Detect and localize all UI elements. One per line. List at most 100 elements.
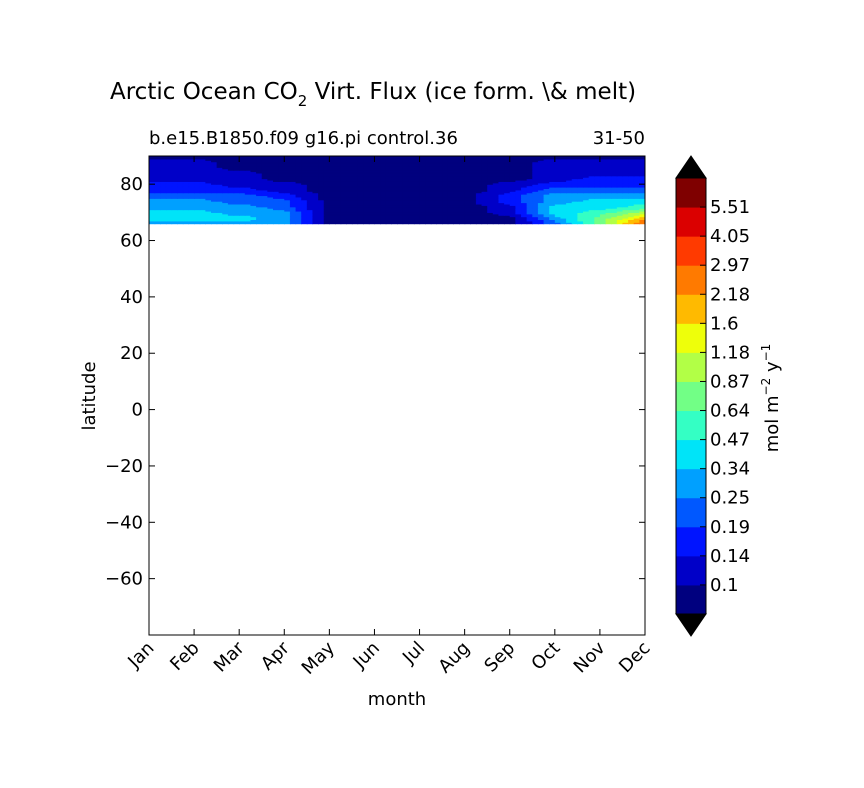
- heatmap-cell: [560, 188, 567, 191]
- heatmap-cell: [526, 177, 533, 180]
- heatmap-cell: [588, 168, 595, 171]
- heatmap-cell: [256, 186, 263, 189]
- heatmap-cell: [594, 199, 601, 202]
- heatmap-cell: [447, 209, 454, 212]
- heatmap-cell: [182, 191, 190, 194]
- heatmap-cell: [470, 177, 477, 180]
- heatmap-cell: [374, 206, 381, 209]
- heatmap-cell: [385, 201, 392, 204]
- heatmap-cell: [188, 171, 195, 174]
- heatmap-cell: [149, 191, 156, 194]
- heatmap-cell: [447, 219, 454, 222]
- heatmap-cell: [628, 209, 635, 212]
- heatmap-cell: [250, 209, 257, 212]
- heatmap-cell: [571, 172, 578, 175]
- heatmap-cell: [605, 220, 612, 223]
- heatmap-cell: [628, 172, 635, 175]
- heatmap-cell: [447, 216, 454, 219]
- heatmap-cell: [481, 206, 488, 209]
- heatmap-cell: [492, 184, 500, 187]
- heatmap-cell: [182, 175, 190, 178]
- heatmap-cell: [346, 184, 353, 187]
- heatmap-cell: [335, 170, 342, 173]
- heatmap-cell: [380, 208, 387, 211]
- heatmap-cell: [436, 222, 443, 225]
- heatmap-cell: [188, 170, 195, 173]
- heatmap-cell: [205, 175, 212, 178]
- heatmap-cell: [492, 157, 500, 160]
- heatmap-cell: [453, 210, 460, 213]
- heatmap-cell: [583, 198, 590, 201]
- heatmap-cell: [402, 175, 409, 178]
- heatmap-cell: [329, 157, 336, 160]
- heatmap-cell: [194, 196, 201, 199]
- heatmap-cell: [301, 189, 308, 192]
- heatmap-cell: [335, 161, 342, 164]
- heatmap-cell: [273, 217, 280, 220]
- heatmap-cell: [577, 171, 584, 174]
- heatmap-cell: [188, 217, 195, 220]
- heatmap-cell: [543, 161, 550, 164]
- heatmap-cell: [233, 181, 240, 184]
- heatmap-cell: [227, 202, 235, 205]
- heatmap-cell: [583, 186, 590, 189]
- heatmap-cell: [211, 157, 218, 160]
- heatmap-cell: [554, 174, 562, 177]
- heatmap-cell: [436, 182, 443, 185]
- heatmap-cell: [594, 172, 601, 175]
- heatmap-cell: [211, 168, 218, 171]
- heatmap-cell: [605, 171, 612, 174]
- heatmap-cell: [312, 156, 319, 159]
- heatmap-cell: [504, 178, 511, 181]
- heatmap-cell: [301, 202, 308, 205]
- x-tick-label: Aug: [434, 638, 474, 678]
- heatmap-cell: [425, 191, 432, 194]
- heatmap-cell: [278, 172, 285, 175]
- heatmap-cell: [222, 185, 229, 188]
- heatmap-cell: [205, 201, 212, 204]
- heatmap-cell: [340, 165, 347, 168]
- heatmap-cell: [639, 201, 645, 204]
- heatmap-cell: [599, 201, 607, 204]
- heatmap-cell: [628, 192, 635, 195]
- heatmap-cell: [537, 209, 545, 212]
- heatmap-cell: [588, 192, 595, 195]
- heatmap-cell: [374, 185, 381, 188]
- heatmap-cell: [194, 158, 201, 161]
- heatmap-cell: [205, 208, 212, 211]
- heatmap-cell: [515, 165, 522, 168]
- heatmap-cell: [357, 220, 364, 223]
- heatmap-cell: [374, 189, 381, 192]
- heatmap-cell: [284, 158, 291, 161]
- heatmap-cell: [549, 181, 556, 184]
- heatmap-cell: [374, 220, 381, 223]
- heatmap-cell: [628, 213, 635, 216]
- heatmap-cell: [318, 195, 325, 198]
- heatmap-cell: [515, 181, 522, 184]
- heatmap-cell: [385, 170, 392, 173]
- heatmap-cell: [233, 184, 240, 187]
- heatmap-cell: [402, 205, 409, 208]
- heatmap-cell: [149, 160, 156, 163]
- heatmap-cell: [509, 202, 516, 205]
- heatmap-cell: [628, 219, 635, 222]
- heatmap-cell: [447, 201, 454, 204]
- heatmap-cell: [368, 174, 376, 177]
- heatmap-cell: [318, 198, 325, 201]
- heatmap-cell: [419, 210, 426, 213]
- heatmap-cell: [504, 213, 511, 216]
- heatmap-cell: [521, 160, 528, 163]
- heatmap-cell: [509, 191, 516, 194]
- heatmap-cell: [588, 181, 595, 184]
- heatmap-cell: [425, 206, 432, 209]
- heatmap-cell: [160, 220, 167, 223]
- heatmap-cell: [459, 216, 466, 219]
- heatmap-cell: [487, 157, 494, 160]
- heatmap-cell: [487, 208, 494, 211]
- heatmap-cell: [160, 216, 167, 219]
- heatmap-cell: [318, 212, 325, 215]
- heatmap-cell: [289, 215, 297, 218]
- heatmap-cell: [628, 212, 635, 215]
- heatmap-cell: [244, 185, 252, 188]
- heatmap-cell: [154, 172, 161, 175]
